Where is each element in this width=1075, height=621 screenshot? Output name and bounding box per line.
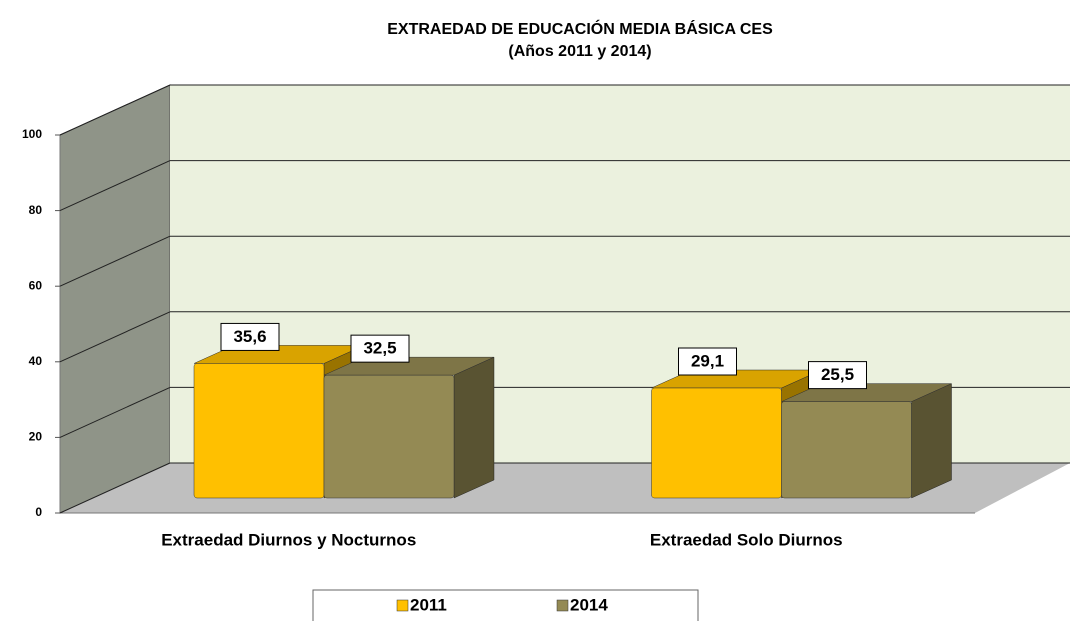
- value-label: 35,6: [233, 327, 266, 346]
- grid-line: [59, 84, 171, 136]
- value-label-box: [678, 347, 737, 376]
- grid-line: [59, 235, 171, 287]
- bar-side-shade: [911, 383, 952, 498]
- y-tick-label: 60: [29, 278, 43, 292]
- legend-swatch: [556, 599, 569, 612]
- y-tick-label: 100: [22, 127, 42, 141]
- value-label-box: [350, 334, 410, 363]
- y-tick-label: 40: [29, 354, 43, 368]
- legend-box: [312, 589, 699, 621]
- x-tick-label: Extraedad Diurnos y Nocturnos: [161, 530, 416, 549]
- bar: [323, 374, 455, 499]
- value-label: 29,1: [691, 351, 724, 370]
- bar-side-shade: [454, 357, 494, 498]
- y-tick-label: 80: [29, 203, 43, 217]
- value-label: 25,5: [821, 365, 854, 384]
- grid-line: [59, 462, 171, 514]
- side-wall: [59, 84, 171, 514]
- grid-line: [59, 386, 171, 438]
- y-tick-label: 0: [35, 505, 42, 519]
- bar: [193, 363, 325, 499]
- grid-line: [59, 160, 171, 212]
- bar: [651, 387, 782, 499]
- chart-subtitle: (Años 2011 y 2014): [508, 43, 651, 60]
- legend-label: 2014: [570, 595, 608, 614]
- legend-swatch: [396, 599, 409, 612]
- x-tick-label: Extraedad Solo Diurnos: [650, 530, 843, 549]
- value-label-box: [220, 322, 280, 351]
- legend-label: 2011: [410, 595, 447, 614]
- chart-title: EXTRAEDAD DE EDUCACIÓN MEDIA BÁSICA CES: [387, 19, 773, 38]
- grid-line: [59, 311, 171, 363]
- value-label-box: [808, 361, 867, 390]
- bar: [781, 401, 912, 499]
- y-tick-label: 20: [29, 430, 43, 444]
- value-label: 32,5: [363, 339, 396, 358]
